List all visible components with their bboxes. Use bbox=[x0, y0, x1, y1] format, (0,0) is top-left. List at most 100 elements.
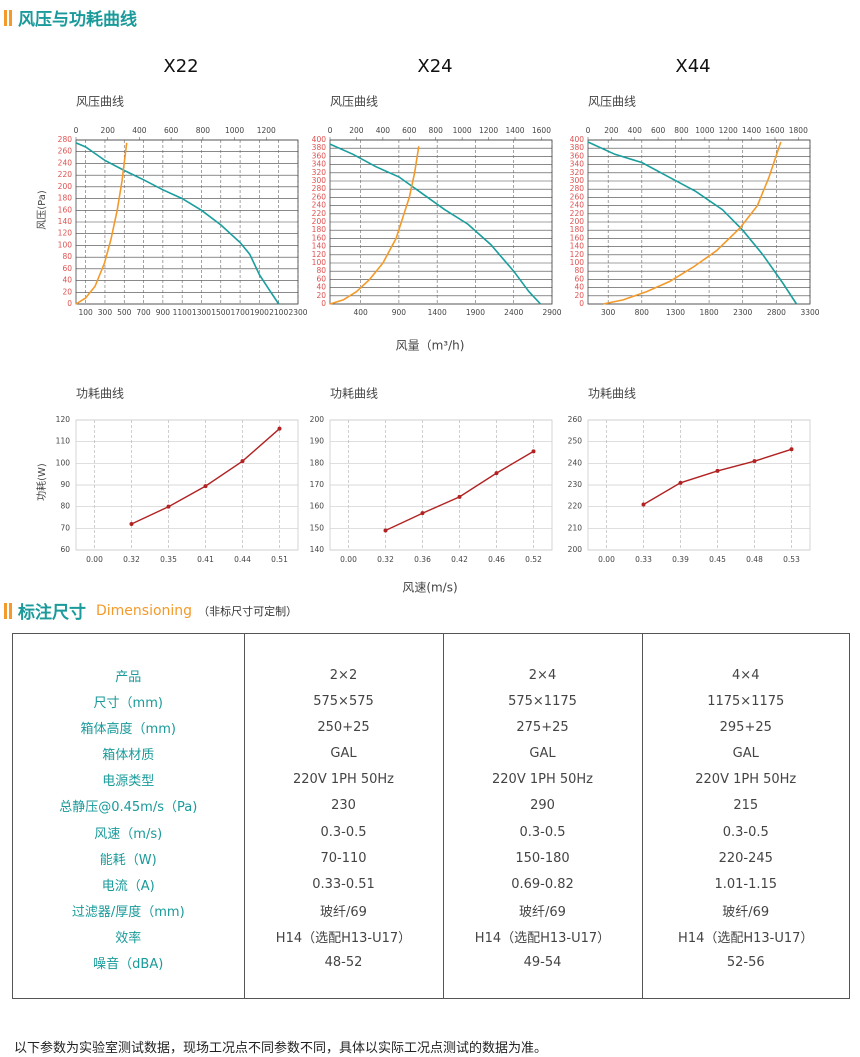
curve bbox=[329, 146, 420, 305]
x2-tick-label: 400 bbox=[132, 126, 147, 135]
cell: 玻纤/69 bbox=[443, 897, 643, 924]
section-title: 标注尺寸 bbox=[18, 603, 86, 623]
y-tick-label: 60 bbox=[60, 545, 70, 554]
cell: 49-54 bbox=[443, 949, 643, 998]
point bbox=[641, 502, 646, 507]
x-tick-label: 1800 bbox=[700, 308, 719, 317]
y-tick-label: 260 bbox=[312, 192, 327, 201]
chart-subtitle: 风压曲线 bbox=[330, 95, 378, 109]
plot-frame bbox=[329, 419, 553, 551]
y-tick-label: 140 bbox=[310, 545, 325, 554]
chart-title: X24 bbox=[417, 56, 452, 77]
y-tick-label: 260 bbox=[570, 192, 585, 201]
y-tick-label: 110 bbox=[56, 437, 71, 446]
x-tick-label: 0.41 bbox=[197, 555, 214, 564]
y-tick-label: 380 bbox=[570, 143, 585, 152]
section-header: 风压与功耗曲线 bbox=[4, 5, 137, 30]
cell: 70-110 bbox=[244, 845, 444, 872]
x-tick-label: 1100 bbox=[173, 308, 192, 317]
x-tick-label: 1500 bbox=[211, 308, 230, 317]
cell: GAL bbox=[244, 740, 444, 767]
plot-frame bbox=[329, 139, 553, 305]
x2-tick-label: 200 bbox=[349, 126, 364, 135]
y-tick-label: 320 bbox=[312, 168, 327, 177]
row-label: 尺寸（mm) bbox=[13, 688, 245, 715]
y-tick-label: 340 bbox=[570, 160, 585, 169]
row-label: 效率 bbox=[13, 923, 245, 950]
x-tick-label: 2300 bbox=[733, 308, 752, 317]
x-tick-label: 0.44 bbox=[234, 555, 251, 564]
x-tick-label: 0.42 bbox=[451, 555, 468, 564]
x2-tick-label: 800 bbox=[674, 126, 689, 135]
x-tick-label: 1300 bbox=[192, 308, 211, 317]
curve bbox=[75, 142, 128, 305]
row-label: 电源类型 bbox=[13, 766, 245, 793]
point bbox=[715, 468, 720, 473]
section-title: 风压与功耗曲线 bbox=[18, 10, 137, 30]
point bbox=[752, 459, 757, 464]
cell: 52-56 bbox=[726, 955, 765, 971]
cell: 玻纤/69 bbox=[244, 897, 444, 924]
x-tick-label: 900 bbox=[392, 308, 407, 317]
x2-tick-label: 1600 bbox=[532, 126, 551, 135]
cell: 1.01-1.15 bbox=[714, 876, 778, 892]
point bbox=[129, 522, 134, 526]
y-tick-label: 240 bbox=[312, 201, 327, 210]
y-tick-label: 180 bbox=[312, 225, 327, 234]
row-label: 过滤器/厚度（mm) bbox=[13, 897, 245, 924]
y-tick-label: 220 bbox=[568, 502, 583, 511]
table-row: 尺寸（mm) 575×575 575×1175 1175×1175 bbox=[13, 688, 849, 715]
y-tick-label: 0 bbox=[321, 299, 326, 308]
section-header: 标注尺寸 Dimensioning （非标尺寸可定制） bbox=[4, 598, 297, 623]
x2-tick-label: 600 bbox=[651, 126, 666, 135]
cell: 2×4 bbox=[443, 634, 643, 689]
x-tick-label: 0.48 bbox=[746, 555, 763, 564]
cell: H14（选配H13-U17） bbox=[244, 923, 444, 950]
y-tick-label: 240 bbox=[568, 458, 583, 467]
cell: 290 bbox=[443, 792, 643, 819]
curve bbox=[75, 142, 280, 305]
y-tick-label: 250 bbox=[568, 437, 583, 446]
y-tick-label: 280 bbox=[570, 184, 585, 193]
x-tick-label: 2400 bbox=[504, 308, 523, 317]
table-row: 过滤器/厚度（mm) 玻纤/69 玻纤/69 玻纤/69 bbox=[13, 897, 849, 924]
table: 产品 2×2 2×4 4×4 尺寸（mm) 575×575 575×1175 1175×117… bbox=[13, 634, 849, 998]
x-tick-label: 2900 bbox=[542, 308, 561, 317]
cell: 575×575 bbox=[244, 688, 444, 715]
x2-tick-label: 200 bbox=[101, 126, 116, 135]
y-tick-label: 140 bbox=[570, 242, 585, 251]
x2-tick-label: 1200 bbox=[479, 126, 498, 135]
x2-tick-label: 800 bbox=[429, 126, 444, 135]
table-row: 效率 H14（选配H13-U17） H14（选配H13-U17） H14（选配H13-… bbox=[13, 923, 849, 950]
y-tick-label: 260 bbox=[58, 147, 73, 156]
y-tick-label: 200 bbox=[570, 217, 585, 226]
x2-tick-label: 400 bbox=[376, 126, 391, 135]
x2-tick-label: 1000 bbox=[225, 126, 244, 135]
plot-frame bbox=[587, 419, 811, 551]
table-row: 风速（m/s) 0.3-0.5 0.3-0.5 0.3-0.5 bbox=[13, 819, 849, 846]
point bbox=[789, 447, 794, 452]
x-tick-label: 0.00 bbox=[86, 555, 103, 564]
y-tick-label: 40 bbox=[316, 283, 326, 292]
chart-subtitle: 功耗曲线 bbox=[76, 387, 124, 401]
chart-title: X44 bbox=[675, 56, 710, 77]
point bbox=[383, 528, 388, 533]
section-bar bbox=[4, 602, 12, 619]
y-tick-label: 220 bbox=[58, 170, 73, 179]
x-tick-label: 0.45 bbox=[709, 555, 726, 564]
y-tick-label: 0 bbox=[579, 299, 584, 308]
x-tick-label: 1900 bbox=[466, 308, 485, 317]
plot-frame bbox=[75, 419, 299, 551]
y-tick-label: 120 bbox=[56, 415, 71, 424]
point bbox=[457, 494, 462, 499]
table-row: 箱体高度（mm) 250+25 275+25 295+25 bbox=[13, 714, 849, 741]
table-row: 能耗（W) 70-110 150-180 220-245 bbox=[13, 845, 849, 872]
x-tick-label: 300 bbox=[601, 308, 616, 317]
x-tick-label: 0.53 bbox=[783, 555, 800, 564]
y-tick-label: 20 bbox=[316, 291, 326, 300]
cell: GAL bbox=[732, 746, 759, 762]
y-tick-label: 150 bbox=[310, 523, 325, 532]
cell: 2×2 bbox=[244, 634, 444, 689]
row-label: 产品 bbox=[13, 634, 245, 689]
y-tick-label: 400 bbox=[570, 135, 585, 144]
